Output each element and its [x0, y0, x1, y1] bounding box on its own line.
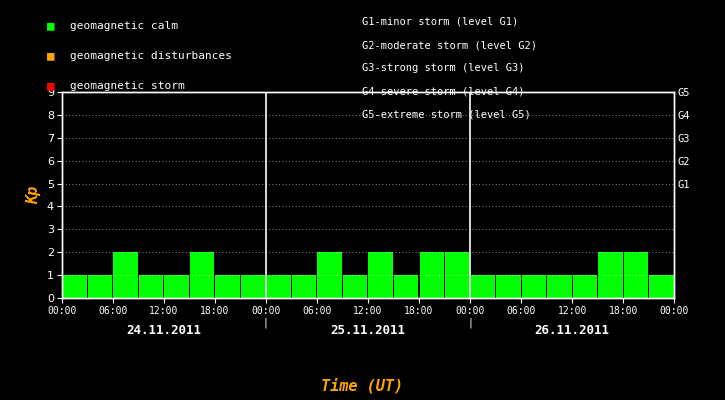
Text: geomagnetic storm: geomagnetic storm [70, 81, 185, 91]
Text: geomagnetic calm: geomagnetic calm [70, 21, 178, 31]
Bar [394, 275, 418, 298]
Text: G2-moderate storm (level G2): G2-moderate storm (level G2) [362, 40, 537, 50]
Text: G4-severe storm (level G4): G4-severe storm (level G4) [362, 87, 525, 97]
Text: 26.11.2011: 26.11.2011 [534, 324, 610, 336]
Bar [598, 252, 623, 298]
Bar [547, 275, 571, 298]
Text: ■: ■ [47, 50, 54, 62]
Bar [113, 252, 138, 298]
Text: ■: ■ [47, 80, 54, 92]
Text: G1-minor storm (level G1): G1-minor storm (level G1) [362, 17, 519, 27]
Bar [138, 275, 163, 298]
Text: G5-extreme storm (level G5): G5-extreme storm (level G5) [362, 110, 531, 120]
Bar [368, 252, 393, 298]
Bar [649, 275, 674, 298]
Text: 24.11.2011: 24.11.2011 [126, 324, 202, 336]
Bar [165, 275, 189, 298]
Text: |: | [263, 318, 269, 328]
Bar [241, 275, 265, 298]
Bar [266, 275, 291, 298]
Bar [573, 275, 597, 298]
Bar [343, 275, 368, 298]
Bar [471, 275, 495, 298]
Bar [190, 252, 215, 298]
Y-axis label: Kp: Kp [26, 186, 41, 204]
Bar [624, 252, 648, 298]
Bar [318, 252, 342, 298]
Bar [445, 252, 470, 298]
Text: ■: ■ [47, 20, 54, 32]
Bar [521, 275, 546, 298]
Bar [420, 252, 444, 298]
Text: geomagnetic disturbances: geomagnetic disturbances [70, 51, 232, 61]
Text: |: | [467, 318, 473, 328]
Text: G3-strong storm (level G3): G3-strong storm (level G3) [362, 64, 525, 74]
Bar [88, 275, 112, 298]
Bar [215, 275, 240, 298]
Bar [292, 275, 316, 298]
Bar [62, 275, 87, 298]
Text: 25.11.2011: 25.11.2011 [331, 324, 405, 336]
Bar [496, 275, 521, 298]
Text: Time (UT): Time (UT) [321, 378, 404, 394]
